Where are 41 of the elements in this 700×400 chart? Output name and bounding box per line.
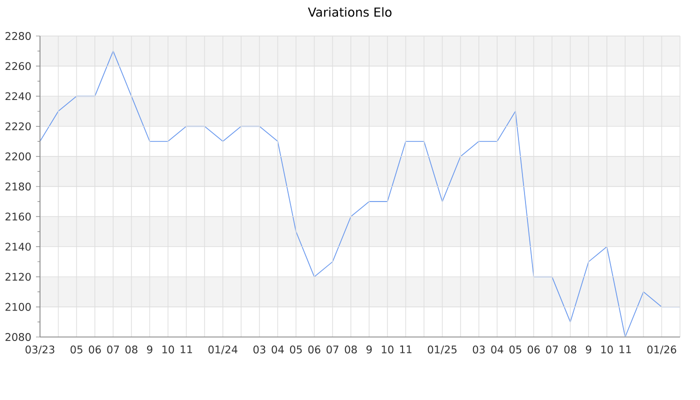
x-tick-label: 07 bbox=[326, 346, 338, 354]
x-tick-label: 03/23 bbox=[26, 346, 54, 354]
x-tick-label: 03 bbox=[253, 346, 266, 354]
x-tick-label: 08 bbox=[564, 346, 576, 354]
x-tick-label: 05 bbox=[290, 346, 302, 354]
x-tick-label: 11 bbox=[400, 346, 412, 354]
x-tick-label: 01/25 bbox=[428, 346, 456, 354]
y-tick-label: 2200 bbox=[6, 152, 31, 160]
y-tick-label: 2180 bbox=[6, 182, 31, 190]
chart-title: Variations Elo bbox=[308, 7, 392, 17]
x-tick-label: 06 bbox=[528, 346, 540, 354]
y-tick-label: 2080 bbox=[6, 333, 31, 341]
x-tick-label: 03 bbox=[472, 346, 485, 354]
y-tick-label: 2140 bbox=[6, 242, 31, 251]
x-tick-label: 10 bbox=[601, 346, 613, 354]
x-tick-label: 04 bbox=[272, 346, 284, 354]
x-tick-label: 9 bbox=[147, 346, 152, 354]
y-tick-label: 2120 bbox=[6, 272, 31, 281]
x-tick-label: 10 bbox=[382, 346, 394, 354]
x-tick-label: 9 bbox=[366, 346, 372, 354]
x-tick-label: 11 bbox=[620, 346, 631, 354]
y-tick-label: 2160 bbox=[6, 212, 31, 221]
x-tick-label: 05 bbox=[70, 346, 82, 354]
x-tick-label: 11 bbox=[180, 346, 192, 354]
y-tick-label: 2280 bbox=[6, 32, 31, 40]
y-tick-label: 2240 bbox=[6, 92, 31, 100]
x-tick-label: 10 bbox=[162, 346, 174, 354]
x-tick-label: 05 bbox=[509, 346, 522, 354]
x-tick-label: 01/26 bbox=[647, 346, 676, 354]
y-tick-label: 2100 bbox=[6, 302, 31, 311]
x-tick-label: 9 bbox=[586, 346, 592, 354]
x-tick-label: 01/24 bbox=[208, 346, 238, 354]
x-tick-label: 08 bbox=[125, 346, 138, 354]
x-tick-label: 06 bbox=[308, 346, 320, 354]
y-tick-label: 2220 bbox=[6, 122, 31, 130]
x-tick-label: 07 bbox=[546, 346, 558, 354]
x-tick-label: 07 bbox=[107, 346, 119, 354]
x-tick-label: 04 bbox=[491, 346, 504, 354]
x-tick-label: 06 bbox=[88, 346, 101, 354]
y-tick-label: 2260 bbox=[6, 62, 31, 70]
x-tick-label: 08 bbox=[344, 346, 357, 354]
